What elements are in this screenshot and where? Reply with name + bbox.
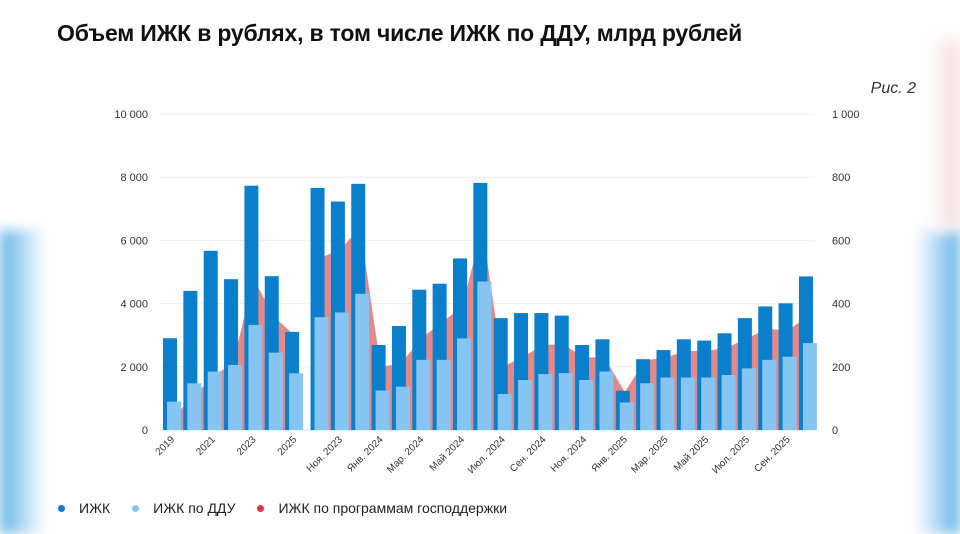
left-axis-tick-label: 2 000	[120, 362, 148, 374]
bar-izhk-ddu-monthly	[802, 343, 817, 430]
x-axis-tick-label: 2021	[194, 434, 218, 458]
x-axis-tick-label: Сен. 2025	[752, 434, 793, 475]
bar-izhk-ddu-annual	[248, 324, 263, 430]
right-axis-tick-label: 400	[832, 299, 850, 311]
bar-izhk-ddu-monthly	[497, 393, 512, 430]
bar-izhk-ddu-annual	[289, 373, 304, 430]
left-axis-tick-label: 8 000	[120, 172, 148, 184]
bar-izhk-ddu-monthly	[518, 380, 533, 430]
bar-izhk-ddu-monthly	[314, 317, 329, 430]
legend-item-izhk: ИЖК	[58, 500, 110, 516]
x-axis-tick-label: Мар. 2024	[385, 434, 427, 476]
bar-izhk-ddu-monthly	[579, 380, 594, 430]
bar-izhk-ddu-annual	[207, 371, 222, 430]
bar-izhk-ddu-monthly	[456, 338, 471, 430]
gov-programs-area-annual	[172, 278, 295, 430]
x-axis-tick-label: Июл. 2025	[710, 434, 752, 476]
bar-izhk-ddu-monthly	[741, 368, 756, 430]
x-axis-tick-label: Май 2024	[428, 434, 468, 474]
x-axis-tick-label: Янв. 2024	[346, 434, 387, 475]
x-axis-tick-label: Май 2025	[672, 434, 712, 474]
bar-izhk-ddu-monthly	[477, 281, 492, 430]
background-blur-left	[0, 230, 45, 534]
left-axis-tick-label: 6 000	[120, 235, 148, 247]
bar-izhk-ddu-annual	[187, 383, 202, 430]
bar-izhk-ddu-monthly	[680, 377, 695, 430]
background-blur-right-top	[930, 40, 960, 230]
legend-item-izhk-ddu: ИЖК по ДДУ	[132, 500, 235, 516]
bar-izhk-ddu-monthly	[375, 390, 390, 430]
right-axis-tick-label: 1 000	[832, 109, 860, 121]
bar-izhk-ddu-monthly	[334, 312, 349, 430]
bar-izhk-ddu-monthly	[619, 402, 634, 430]
x-axis-tick-label: Ноя. 2023	[305, 434, 346, 475]
right-axis-tick-label: 600	[832, 235, 850, 247]
bar-izhk-ddu-monthly	[660, 377, 675, 430]
right-axis-tick-label: 800	[832, 172, 850, 184]
x-axis-tick-label: Мар. 2025	[629, 434, 671, 476]
legend-dot	[257, 504, 265, 512]
legend-item-gov-programs: ИЖК по программам господдержки	[257, 500, 507, 516]
legend: ИЖК ИЖК по ДДУ ИЖК по программам господд…	[58, 500, 507, 516]
legend-dot	[58, 504, 65, 512]
bar-izhk-ddu-monthly	[416, 359, 431, 430]
legend-label: ИЖК	[79, 500, 111, 516]
x-axis-tick-label: Сен. 2024	[508, 434, 549, 475]
legend-dot	[132, 504, 140, 512]
left-axis-tick-label: 10 000	[114, 109, 148, 121]
legend-label: ИЖК по ДДУ	[153, 500, 236, 516]
bar-izhk-ddu-monthly	[436, 359, 451, 430]
x-axis-tick-label: Янв. 2025	[590, 434, 631, 475]
background-blur-right	[915, 230, 960, 534]
bar-izhk-ddu-monthly	[355, 293, 370, 430]
bar-izhk-ddu-annual	[268, 352, 283, 430]
x-axis-tick-label: 2019	[154, 434, 178, 458]
bar-izhk-ddu-monthly	[538, 374, 553, 430]
bar-izhk-ddu-monthly	[701, 377, 716, 430]
chart-title: Объем ИЖК в рублях, в том числе ИЖК по Д…	[57, 20, 743, 46]
bar-izhk-ddu-monthly	[395, 386, 410, 430]
figure-label: Рис. 2	[870, 80, 916, 97]
left-axis-tick-label: 0	[142, 425, 148, 437]
right-axis-tick-label: 0	[832, 425, 838, 437]
bar-izhk-ddu-annual	[228, 364, 243, 430]
bar-izhk-ddu-monthly	[640, 383, 655, 430]
right-axis-tick-label: 200	[832, 362, 850, 374]
bar-izhk-ddu-monthly	[782, 356, 797, 430]
x-axis-tick-label: 2023	[235, 434, 259, 458]
x-axis-tick-label: Июл. 2024	[466, 434, 508, 476]
bar-izhk-ddu-monthly	[599, 371, 614, 430]
x-axis-tick-label: 2025	[276, 434, 300, 458]
x-axis-tick-label: Ноя. 2024	[549, 434, 590, 475]
bar-izhk-ddu-monthly	[721, 375, 736, 430]
left-axis-tick-label: 4 000	[120, 299, 148, 311]
bar-izhk-ddu-monthly	[762, 359, 777, 430]
legend-label: ИЖК по программам господдержки	[278, 500, 508, 516]
bar-izhk-ddu-monthly	[558, 373, 573, 430]
bar-izhk-ddu-annual	[167, 401, 181, 430]
